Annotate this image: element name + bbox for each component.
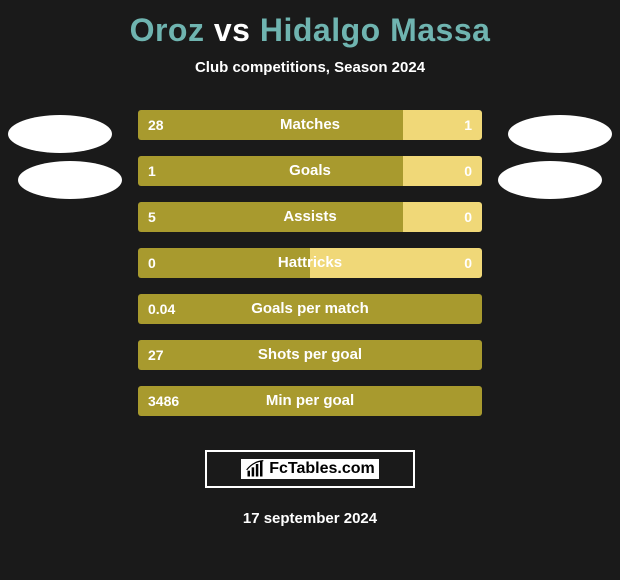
subtitle: Club competitions, Season 2024 bbox=[0, 59, 620, 76]
stat-row: Shots per goal27 bbox=[138, 340, 482, 370]
title-player1: Oroz bbox=[130, 12, 205, 48]
stat-bar-left bbox=[138, 248, 310, 278]
chart-icon bbox=[245, 459, 265, 479]
page-title: Oroz vs Hidalgo Massa bbox=[0, 0, 620, 49]
date-text: 17 september 2024 bbox=[0, 510, 620, 527]
stat-row: Matches281 bbox=[138, 110, 482, 140]
stat-bar-left bbox=[138, 110, 403, 140]
watermark-inner: FcTables.com bbox=[241, 459, 379, 479]
stat-bar-left bbox=[138, 294, 482, 324]
stat-bar-left bbox=[138, 340, 482, 370]
watermark-box: FcTables.com bbox=[205, 450, 415, 488]
stat-bar-left bbox=[138, 156, 403, 186]
avatar-placeholder bbox=[8, 115, 112, 153]
stat-bar-left bbox=[138, 202, 403, 232]
stat-row: Assists50 bbox=[138, 202, 482, 232]
watermark-text: FcTables.com bbox=[269, 460, 375, 478]
stat-row: Goals per match0.04 bbox=[138, 294, 482, 324]
stat-bar-right bbox=[403, 110, 482, 140]
comparison-rows: Matches281 Goals10 Assists50 Hattricks00 Goa… bbox=[138, 110, 482, 432]
avatar-placeholder bbox=[18, 161, 122, 199]
title-player2: Hidalgo Massa bbox=[260, 12, 491, 48]
stat-bar-right bbox=[403, 202, 482, 232]
comparison-stage: Matches281 Goals10 Assists50 Hattricks00 Goa… bbox=[0, 110, 620, 426]
avatar-placeholder bbox=[508, 115, 612, 153]
stat-row: Hattricks00 bbox=[138, 248, 482, 278]
stat-bar-right bbox=[310, 248, 482, 278]
title-vs: vs bbox=[214, 12, 251, 48]
avatar-placeholder bbox=[498, 161, 602, 199]
stat-row: Min per goal3486 bbox=[138, 386, 482, 416]
stat-bar-right bbox=[403, 156, 482, 186]
stat-row: Goals10 bbox=[138, 156, 482, 186]
stat-bar-left bbox=[138, 386, 482, 416]
